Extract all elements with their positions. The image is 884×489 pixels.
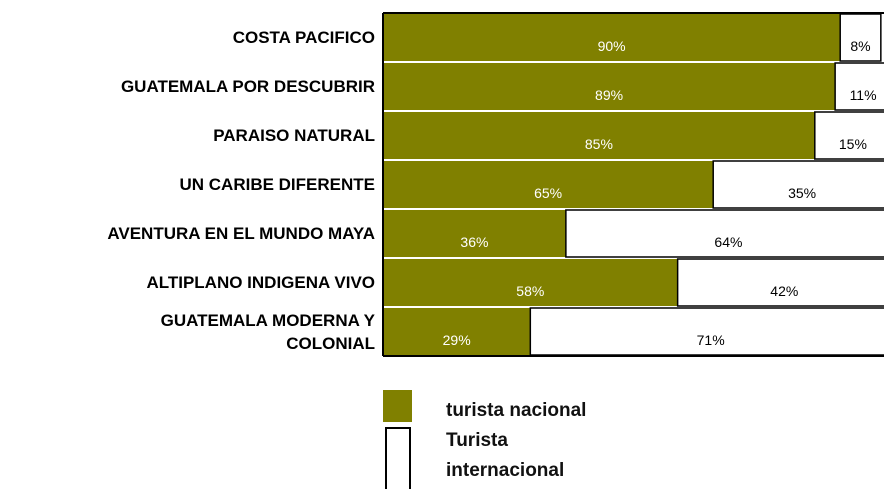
- value-label: 11%: [850, 87, 877, 103]
- bar-segment: [712, 160, 884, 209]
- legend-label: Turista internacional: [446, 430, 565, 481]
- category-label: PARAISO NATURAL: [213, 126, 375, 145]
- legend-label: turista nacional: [446, 400, 587, 421]
- category-label: UN CARIBE DIFERENTE: [179, 175, 375, 194]
- bar-segment: [383, 210, 566, 257]
- bar-segment: [676, 258, 884, 307]
- value-label: 35%: [788, 185, 816, 201]
- category-label: GUATEMALA MODERNA Y COLONIAL: [160, 310, 375, 353]
- value-label: 29%: [443, 332, 471, 348]
- bar-segment: [529, 307, 884, 356]
- category-label: COSTA PACIFICO: [232, 28, 375, 47]
- bar-segment: [814, 111, 884, 160]
- legend-swatch: [383, 390, 412, 422]
- value-label: 15%: [839, 136, 867, 152]
- category-label: GUATEMALA POR DESCUBRIR: [120, 77, 375, 96]
- value-label: 8%: [850, 38, 870, 54]
- value-label: 64%: [714, 234, 742, 250]
- legend-swatch: [385, 427, 411, 489]
- value-label: 85%: [585, 136, 613, 152]
- bar-segment: [383, 63, 836, 110]
- bar-segment: [383, 161, 714, 208]
- value-label: 89%: [595, 87, 623, 103]
- value-label: 58%: [516, 283, 544, 299]
- value-label: 36%: [460, 234, 488, 250]
- category-label: ALTIPLANO INDIGENA VIVO: [146, 273, 375, 292]
- bar-segment: [383, 308, 531, 355]
- value-label: 71%: [697, 332, 725, 348]
- value-label: 90%: [598, 38, 626, 54]
- value-label: 65%: [534, 185, 562, 201]
- bar-segment: [383, 259, 678, 306]
- value-label: 42%: [770, 283, 798, 299]
- bar-segment: [834, 62, 884, 111]
- bar-segment: [383, 112, 815, 159]
- category-label: AVENTURA EN EL MUNDO MAYA: [107, 224, 375, 243]
- bar-segment: [565, 209, 884, 258]
- bar-segment: [383, 14, 841, 61]
